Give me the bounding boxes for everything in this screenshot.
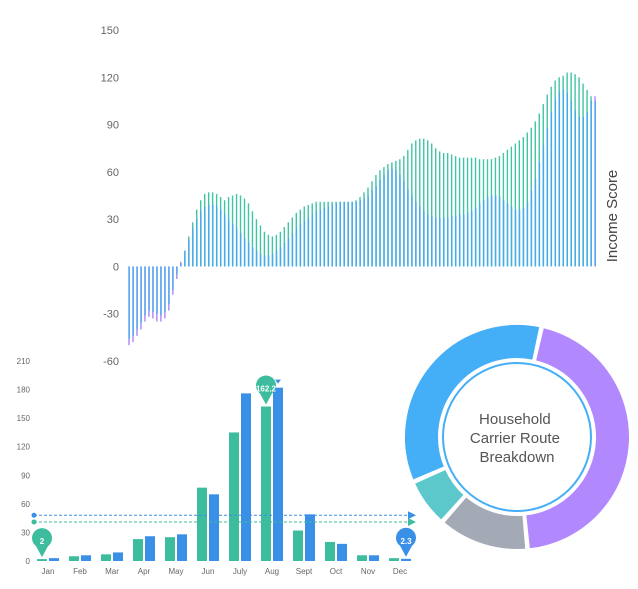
x-tick-label: May [168, 567, 183, 576]
y-tick-label: 120 [17, 443, 31, 452]
y-tick-label: 150 [101, 25, 119, 37]
y-tick-label: -30 [103, 309, 119, 321]
bar-series-2 [369, 555, 379, 561]
bar-series-2 [49, 558, 59, 561]
bar-series-2 [145, 536, 155, 561]
bar-series-1 [197, 487, 207, 561]
bar-series-2 [241, 393, 251, 561]
donut-center-title: Household Carrier Route Breakdown [470, 411, 564, 466]
y-tick-label: 0 [113, 261, 119, 273]
bar-series-1 [389, 558, 399, 561]
x-tick-label: Aug [265, 567, 279, 576]
y-tick-label: 210 [17, 357, 31, 366]
bar-series-1 [293, 530, 303, 561]
x-tick-label: July [233, 567, 247, 576]
bar-series-1 [357, 555, 367, 561]
y-tick-label: 60 [107, 167, 119, 179]
y-tick-label: 120 [101, 72, 119, 84]
reference-line-arrow [408, 511, 416, 520]
y-tick-label: 150 [17, 414, 31, 423]
annotation-label: 2 [40, 537, 45, 546]
max-marker [275, 379, 281, 384]
annotation-pin [256, 375, 276, 405]
bar-series-1 [133, 539, 143, 561]
monthly-bar-chart: 210 180 150 120 90 60 30 0 Jan Feb Mar Apr May Jun Jul… [17, 357, 416, 576]
x-tick-label: Mar [105, 567, 119, 576]
carrier-route-donut-chart: Household Carrier Route Breakdown [403, 323, 631, 551]
reference-line-dot [31, 519, 37, 525]
bar-series-2 [337, 543, 347, 561]
y-tick-label: 30 [107, 214, 119, 226]
y-tick-label: 30 [21, 528, 30, 537]
bar-series-2 [113, 552, 123, 561]
annotation-label: 162.2 [256, 385, 277, 394]
income-score-chart: 150 120 90 60 30 0 -30 -60 Income Score [101, 25, 621, 368]
bar-series-2 [273, 387, 283, 561]
bar-series-1 [229, 432, 239, 561]
donut-slice [412, 467, 467, 523]
donut-slice [441, 494, 528, 551]
x-tick-label: Jun [202, 567, 215, 576]
x-tick-label: Sept [296, 567, 313, 576]
y-tick-label: 60 [21, 500, 30, 509]
reference-line-arrow [408, 517, 416, 526]
bar-series-1 [325, 541, 335, 561]
y-tick-label: 180 [17, 386, 31, 395]
y-tick-label: 0 [26, 557, 31, 566]
annotation-pin [396, 527, 416, 557]
bar-series-2 [401, 558, 411, 561]
y-tick-label: 90 [107, 120, 119, 132]
reference-line-dot [31, 512, 37, 518]
x-tick-label: Feb [73, 567, 87, 576]
bar-series-2 [81, 555, 91, 561]
bar-series-2 [305, 514, 315, 561]
x-tick-label: Apr [138, 567, 151, 576]
x-tick-label: Jan [42, 567, 55, 576]
y-tick-label: 90 [21, 471, 30, 480]
x-tick-label: Nov [361, 567, 375, 576]
bar-series-2 [209, 494, 219, 561]
bar-series-1 [101, 554, 111, 561]
y-tick-label: -60 [103, 356, 119, 368]
bar-series-1 [261, 406, 271, 561]
donut-inner-ring [442, 362, 592, 512]
donut-slice [524, 325, 631, 551]
bar-series-1 [165, 537, 175, 561]
bar-series-1 [69, 556, 79, 561]
bar-series-2 [177, 534, 187, 561]
x-tick-label: Oct [330, 567, 343, 576]
annotation-pin [32, 528, 53, 558]
donut-slice [403, 323, 542, 482]
y-axis-label: Income Score [604, 170, 621, 263]
annotation-label: 2.3 [400, 537, 412, 546]
x-tick-label: Dec [393, 567, 407, 576]
bar-series-1 [37, 559, 47, 561]
